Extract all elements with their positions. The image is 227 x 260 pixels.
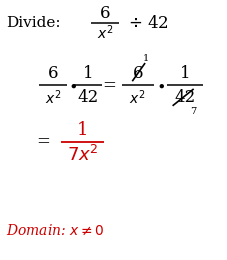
Text: 7: 7 <box>190 107 196 116</box>
Text: 1: 1 <box>77 121 88 139</box>
Text: Divide:: Divide: <box>6 16 61 30</box>
Text: $\bullet$: $\bullet$ <box>68 79 77 93</box>
Text: 1: 1 <box>180 65 190 82</box>
Text: 6: 6 <box>132 65 143 82</box>
Text: 42: 42 <box>175 89 196 106</box>
Text: 42: 42 <box>78 89 99 106</box>
Text: 6: 6 <box>47 65 58 82</box>
Text: 1: 1 <box>143 54 149 63</box>
Text: 1: 1 <box>83 65 94 82</box>
Text: Domain: $x \neq 0$: Domain: $x \neq 0$ <box>6 224 105 238</box>
Text: $7x^2$: $7x^2$ <box>67 145 98 165</box>
Text: $\bullet$: $\bullet$ <box>156 79 165 93</box>
Text: =: = <box>102 77 116 94</box>
Text: =: = <box>36 133 50 150</box>
Text: $\div$ 42: $\div$ 42 <box>128 15 169 32</box>
Text: $x^2$: $x^2$ <box>129 88 146 107</box>
Text: 6: 6 <box>100 5 110 22</box>
Text: $x^2$: $x^2$ <box>44 88 61 107</box>
Text: $x^2$: $x^2$ <box>97 24 113 42</box>
